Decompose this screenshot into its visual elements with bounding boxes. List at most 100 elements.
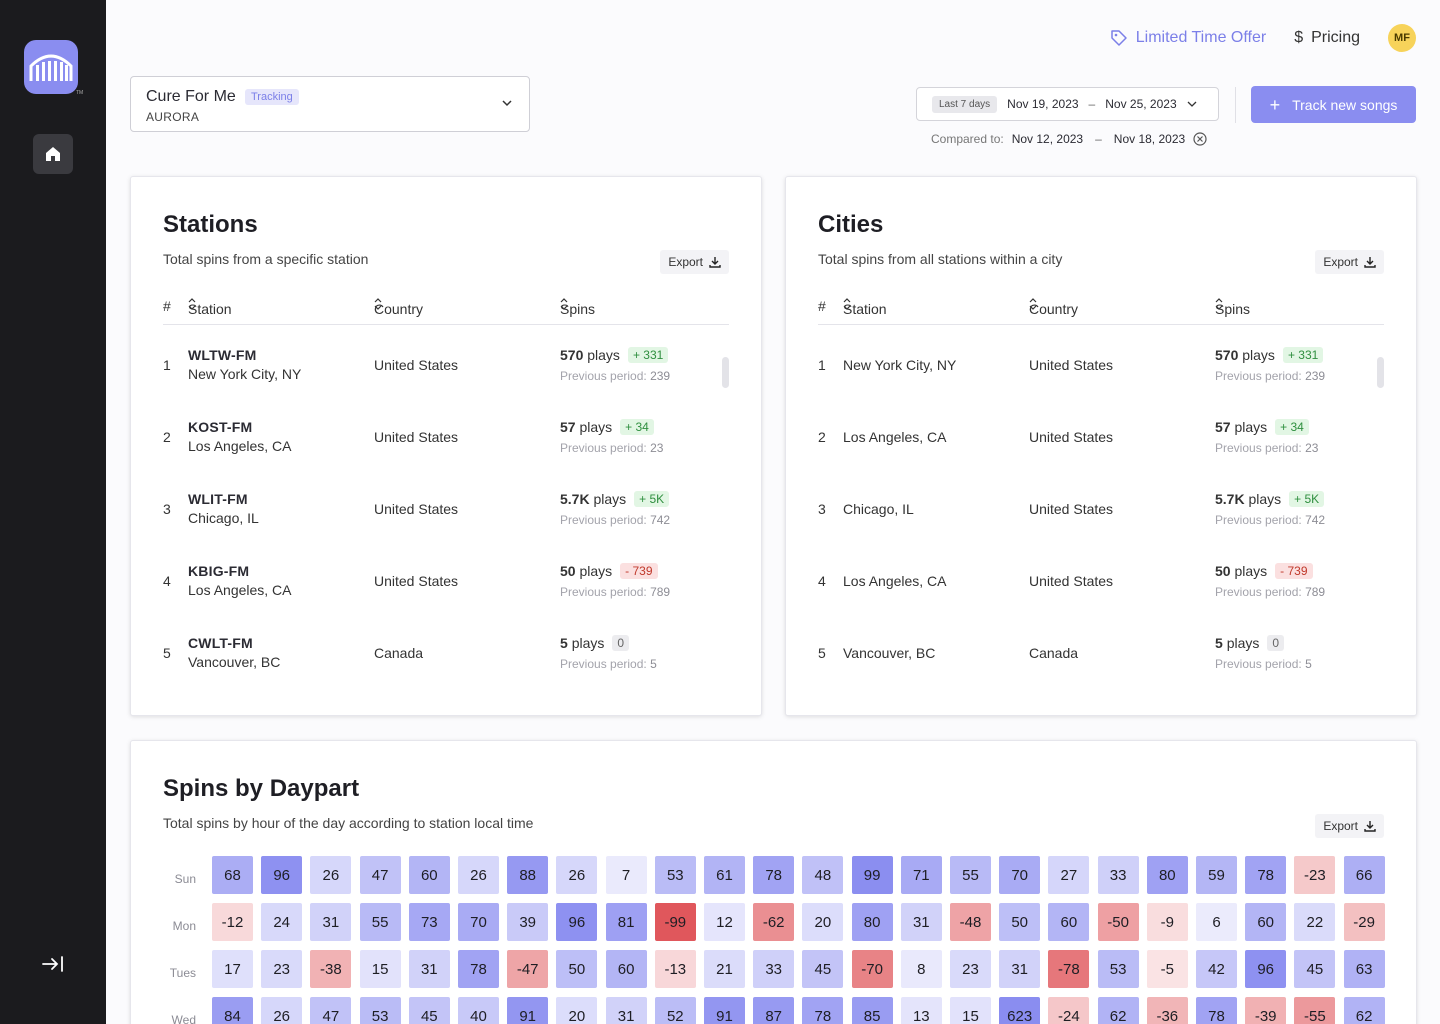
date-range-picker[interactable]: Last 7 days Nov 19, 2023 – Nov 25, 2023 xyxy=(916,87,1219,121)
heatmap-cell[interactable]: 12 xyxy=(704,903,745,941)
heatmap-cell[interactable]: 26 xyxy=(458,856,499,894)
heatmap-cell[interactable]: -23 xyxy=(1294,856,1336,894)
stations-export-button[interactable]: Export xyxy=(660,250,729,274)
table-row[interactable]: 1 New York City, NY United States 570 pl… xyxy=(818,331,1384,403)
heatmap-cell[interactable]: 15 xyxy=(359,950,401,988)
heatmap-cell[interactable]: 31 xyxy=(310,903,352,941)
heatmap-cell[interactable]: -9 xyxy=(1146,903,1188,941)
table-row[interactable]: 4 Los Angeles, CA United States 50 plays… xyxy=(818,547,1384,619)
heatmap-cell[interactable]: 55 xyxy=(950,856,991,894)
heatmap-cell[interactable]: 78 xyxy=(458,950,499,988)
heatmap-cell[interactable]: 62 xyxy=(1097,997,1139,1024)
heatmap-cell[interactable]: -47 xyxy=(507,950,549,988)
daypart-export-button[interactable]: Export xyxy=(1315,814,1384,838)
heatmap-cell[interactable]: 6 xyxy=(1196,903,1237,941)
heatmap-cell[interactable]: 78 xyxy=(753,856,795,894)
heatmap-cell[interactable]: 61 xyxy=(704,856,745,894)
heatmap-cell[interactable]: 39 xyxy=(507,903,549,941)
heatmap-cell[interactable]: 78 xyxy=(1196,997,1237,1024)
heatmap-cell[interactable]: 60 xyxy=(1048,903,1090,941)
heatmap-cell[interactable]: 53 xyxy=(359,997,401,1024)
col-station[interactable]: Station xyxy=(188,298,232,317)
heatmap-cell[interactable]: 91 xyxy=(704,997,745,1024)
heatmap-cell[interactable]: 48 xyxy=(802,856,844,894)
heatmap-cell[interactable]: 71 xyxy=(900,856,942,894)
heatmap-cell[interactable]: -55 xyxy=(1294,997,1336,1024)
heatmap-cell[interactable]: 53 xyxy=(1097,950,1139,988)
heatmap-cell[interactable]: 81 xyxy=(605,903,647,941)
heatmap-cell[interactable]: 78 xyxy=(1245,856,1287,894)
heatmap-cell[interactable]: 53 xyxy=(654,856,696,894)
col-station[interactable]: Station xyxy=(843,298,887,317)
col-spins[interactable]: Spins xyxy=(1215,298,1250,317)
heatmap-cell[interactable]: 66 xyxy=(1343,856,1385,894)
heatmap-cell[interactable]: 73 xyxy=(408,903,450,941)
heatmap-cell[interactable]: 60 xyxy=(408,856,450,894)
heatmap-cell[interactable]: 15 xyxy=(950,997,991,1024)
heatmap-cell[interactable]: -13 xyxy=(654,950,696,988)
heatmap-cell[interactable]: -48 xyxy=(950,903,991,941)
heatmap-cell[interactable]: -5 xyxy=(1146,950,1188,988)
heatmap-cell[interactable]: 84 xyxy=(212,997,253,1024)
heatmap-cell[interactable]: 52 xyxy=(654,997,696,1024)
heatmap-cell[interactable]: -12 xyxy=(212,903,253,941)
table-row[interactable]: 5 Vancouver, BC Canada 5 plays 0 Previou… xyxy=(818,619,1384,691)
table-row[interactable]: 4 KBIG-FM Los Angeles, CA United States … xyxy=(163,547,729,619)
heatmap-cell[interactable]: 91 xyxy=(507,997,549,1024)
heatmap-cell[interactable]: 20 xyxy=(802,903,844,941)
song-selector[interactable]: Cure For Me Tracking AURORA xyxy=(130,76,530,132)
heatmap-cell[interactable]: 26 xyxy=(310,856,352,894)
heatmap-cell[interactable]: 60 xyxy=(605,950,647,988)
table-row[interactable]: 3 WLIT-FM Chicago, IL United States 5.7K… xyxy=(163,475,729,547)
app-logo[interactable] xyxy=(24,40,78,94)
col-spins[interactable]: Spins xyxy=(560,298,595,317)
heatmap-cell[interactable]: 13 xyxy=(900,997,942,1024)
heatmap-cell[interactable]: 62 xyxy=(1343,997,1385,1024)
heatmap-cell[interactable]: -50 xyxy=(1097,903,1139,941)
heatmap-cell[interactable]: 20 xyxy=(556,997,598,1024)
heatmap-cell[interactable]: -29 xyxy=(1343,903,1385,941)
heatmap-cell[interactable]: 33 xyxy=(1097,856,1139,894)
heatmap-cell[interactable]: 60 xyxy=(1245,903,1287,941)
heatmap-cell[interactable]: 45 xyxy=(408,997,450,1024)
heatmap-cell[interactable]: 47 xyxy=(310,997,352,1024)
heatmap-cell[interactable]: -38 xyxy=(310,950,352,988)
table-row[interactable]: 2 Los Angeles, CA United States 57 plays… xyxy=(818,403,1384,475)
heatmap-cell[interactable]: 50 xyxy=(999,903,1041,941)
table-row[interactable]: 2 KOST-FM Los Angeles, CA United States … xyxy=(163,403,729,475)
heatmap-cell[interactable]: 70 xyxy=(999,856,1041,894)
heatmap-cell[interactable]: 96 xyxy=(1245,950,1287,988)
heatmap-cell[interactable]: -24 xyxy=(1048,997,1090,1024)
heatmap-cell[interactable]: 96 xyxy=(556,903,598,941)
heatmap-cell[interactable]: 31 xyxy=(605,997,647,1024)
heatmap-cell[interactable]: 80 xyxy=(1146,856,1188,894)
heatmap-cell[interactable]: 26 xyxy=(261,997,303,1024)
heatmap-cell[interactable]: -99 xyxy=(654,903,696,941)
pricing-link[interactable]: $ Pricing xyxy=(1294,29,1360,47)
heatmap-cell[interactable]: 27 xyxy=(1048,856,1090,894)
heatmap-cell[interactable]: 45 xyxy=(1294,950,1336,988)
heatmap-cell[interactable]: 50 xyxy=(556,950,598,988)
cities-export-button[interactable]: Export xyxy=(1315,250,1384,274)
heatmap-cell[interactable]: 623 xyxy=(999,997,1041,1024)
heatmap-cell[interactable]: 24 xyxy=(261,903,303,941)
clear-compare-icon[interactable] xyxy=(1193,132,1207,146)
table-row[interactable]: 3 Chicago, IL United States 5.7K plays +… xyxy=(818,475,1384,547)
collapse-sidebar-button[interactable] xyxy=(40,952,66,976)
heatmap-cell[interactable]: 88 xyxy=(507,856,549,894)
heatmap-cell[interactable]: 96 xyxy=(261,856,303,894)
heatmap-cell[interactable]: 59 xyxy=(1196,856,1237,894)
heatmap-cell[interactable]: 17 xyxy=(212,950,253,988)
heatmap-cell[interactable]: -39 xyxy=(1245,997,1287,1024)
heatmap-cell[interactable]: 80 xyxy=(851,903,893,941)
nav-home-button[interactable] xyxy=(33,134,73,174)
heatmap-cell[interactable]: -78 xyxy=(1048,950,1090,988)
col-country[interactable]: Country xyxy=(1029,298,1078,317)
heatmap-cell[interactable]: 47 xyxy=(359,856,401,894)
heatmap-cell[interactable]: 23 xyxy=(950,950,991,988)
user-avatar[interactable]: MF xyxy=(1388,24,1416,52)
heatmap-cell[interactable]: 85 xyxy=(851,997,893,1024)
limited-offer-link[interactable]: Limited Time Offer xyxy=(1110,29,1266,47)
heatmap-cell[interactable]: -70 xyxy=(851,950,893,988)
heatmap-cell[interactable]: 21 xyxy=(704,950,745,988)
